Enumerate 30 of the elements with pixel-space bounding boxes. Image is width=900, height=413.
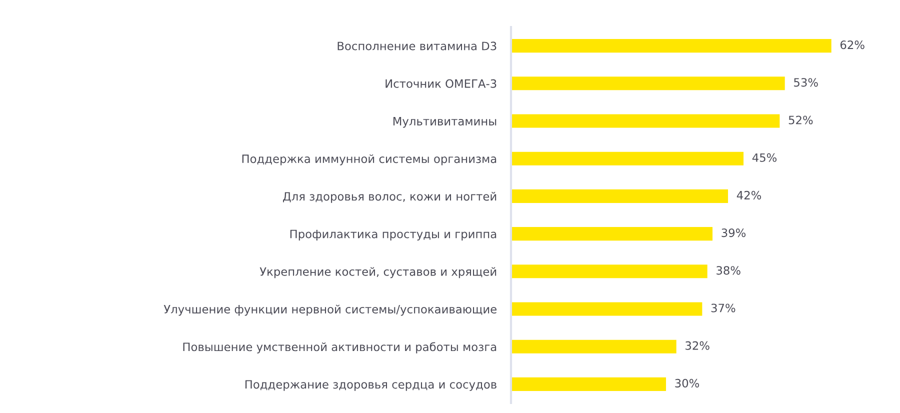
data-label: 45% [752, 153, 777, 162]
y-tick-label: Профилактика простуды и гриппа [290, 230, 496, 240]
bar [511, 340, 676, 354]
data-label: 39% [722, 228, 746, 238]
bar [511, 189, 728, 203]
y-tick-label: Поддержание здоровья сердца и сосудов [245, 380, 496, 391]
data-label: 52% [788, 116, 813, 124]
data-label: 53% [794, 78, 818, 87]
bar [511, 264, 708, 278]
y-tick-label: Укрепление костей, суставов и хрящей [260, 267, 496, 278]
y-tick-label: Поддержка иммунной системы организма [242, 154, 496, 166]
bar [511, 152, 744, 166]
data-label: 62% [840, 40, 864, 50]
y-tick-label: Улучшение функции нервной системы/успокаивающие [164, 304, 497, 316]
data-label: 42% [736, 190, 762, 200]
bar [511, 302, 702, 316]
bar [511, 227, 713, 241]
y-tick-label: Источник ОМЕГА-3 [386, 79, 496, 88]
data-label: 30% [675, 378, 700, 388]
y-tick-label: Мультивитамины [393, 117, 496, 128]
y-tick-label: Повышение умственной активности и работы мозга [183, 342, 496, 354]
data-label: 32% [686, 341, 710, 350]
data-label: 37% [711, 304, 736, 312]
y-tick-label: Для здоровья волос, кожи и ногтей [283, 192, 496, 203]
bar [511, 76, 785, 90]
y-tick-label: Восполнение витамина D3 [338, 42, 496, 50]
bar [511, 114, 780, 128]
bar [511, 377, 666, 391]
bar [511, 39, 832, 53]
data-label: 38% [716, 266, 740, 275]
